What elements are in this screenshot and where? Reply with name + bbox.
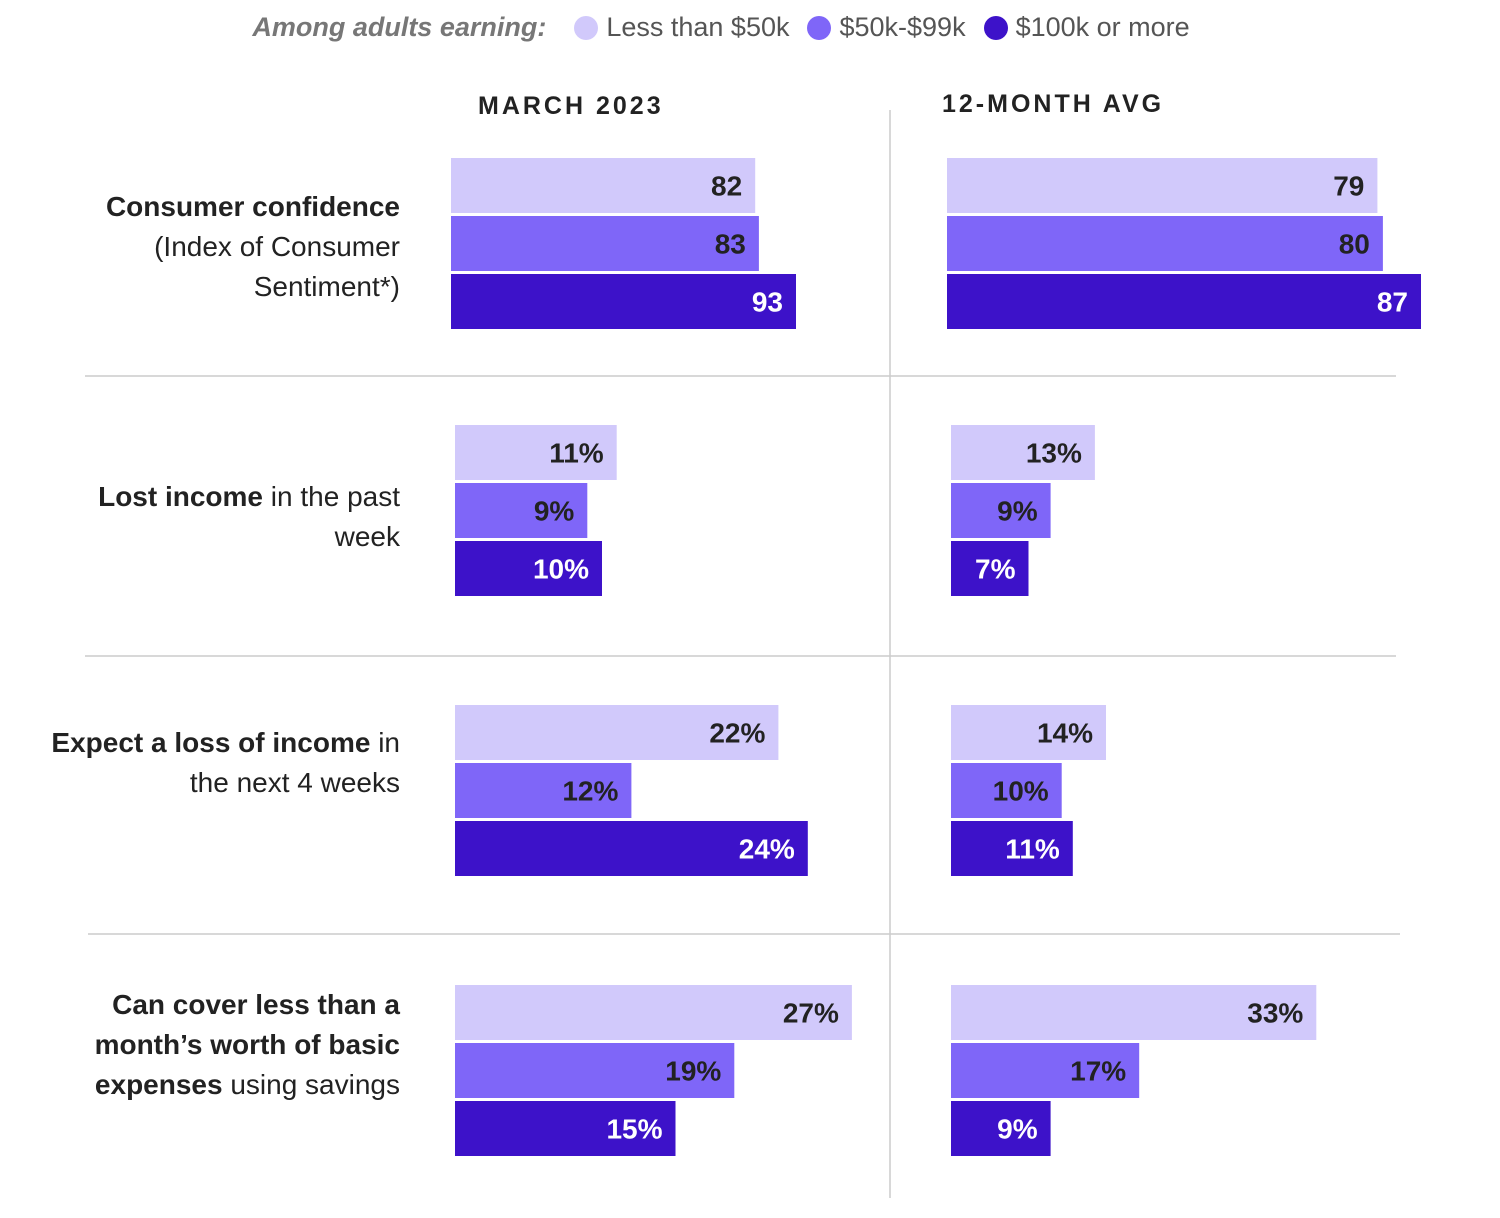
- row-label-expect-loss: Expect a loss of income in the next 4 we…: [40, 723, 400, 803]
- bar-value-label: 13%: [1026, 438, 1082, 469]
- legend-swatch-100k-plus: [983, 15, 1008, 40]
- bar-value-label: 9%: [997, 496, 1038, 527]
- bar-100k-plus: [947, 274, 1421, 329]
- bar-value-label: 9%: [997, 1114, 1038, 1145]
- row-label-bold: Lost income: [98, 481, 264, 512]
- row-label-bold: Can cover less than a month’s worth of b…: [94, 989, 400, 1100]
- column-title-march-2023: MARCH 2023: [478, 92, 664, 120]
- bar-50k-99k: [951, 483, 1051, 538]
- bar-50k-99k: [455, 483, 588, 538]
- column-title-12-month-avg: 12-MONTH AVG: [942, 90, 1165, 118]
- row-label-bold: Consumer confidence: [105, 191, 400, 222]
- legend-item-under-50k: Less than $50k: [574, 12, 789, 43]
- row-label-rest: in the past week: [263, 481, 400, 552]
- bar-under-50k: [951, 705, 1106, 760]
- bar-value-label: 17%: [1070, 1056, 1126, 1087]
- bar-100k-plus: [451, 274, 796, 329]
- bar-100k-plus: [455, 541, 602, 596]
- bar-value-label: 10%: [533, 554, 589, 585]
- bar-100k-plus: [951, 541, 1029, 596]
- bar-value-label: 79: [1333, 171, 1364, 202]
- legend-title: Among adults earning:: [252, 12, 547, 42]
- legend-label-under-50k: Less than $50k: [606, 12, 790, 42]
- bar-100k-plus: [951, 821, 1073, 876]
- row-label-consumer-confidence: Consumer confidence (Index of Consumer S…: [40, 187, 400, 307]
- bar-under-50k: [455, 985, 852, 1040]
- bar-value-label: 14%: [1037, 718, 1093, 749]
- legend-label-100k-plus: $100k or more: [1015, 12, 1190, 42]
- bar-50k-99k: [451, 216, 759, 271]
- bar-value-label: 12%: [562, 776, 618, 807]
- bar-50k-99k: [947, 216, 1383, 271]
- legend-swatch-under-50k: [574, 15, 599, 40]
- bar-50k-99k: [951, 1043, 1140, 1098]
- bar-value-label: 10%: [993, 776, 1049, 807]
- bar-100k-plus: [455, 821, 808, 876]
- row-label-rest: using savings: [222, 1069, 400, 1100]
- bar-value-label: 19%: [665, 1056, 721, 1087]
- bar-value-label: 87: [1377, 287, 1408, 318]
- bar-value-label: 82: [711, 171, 742, 202]
- row-label-bold: Expect a loss of income: [51, 727, 371, 758]
- bar-50k-99k: [951, 763, 1062, 818]
- row-label-rest: in the next 4 weeks: [189, 727, 400, 798]
- bar-value-label: 93: [752, 287, 783, 318]
- bar-under-50k: [951, 425, 1095, 480]
- bar-under-50k: [951, 985, 1317, 1040]
- bar-value-label: 27%: [783, 998, 839, 1029]
- bar-value-label: 80: [1339, 229, 1370, 260]
- row-label-lost-income: Lost income in the past week: [40, 477, 400, 557]
- bar-value-label: 24%: [739, 834, 795, 865]
- bar-value-label: 15%: [606, 1114, 662, 1145]
- bar-100k-plus: [951, 1101, 1051, 1156]
- legend-swatch-50k-99k: [807, 15, 832, 40]
- legend-item-100k-plus: $100k or more: [983, 12, 1190, 43]
- legend: Among adults earning: Less than $50k $50…: [0, 12, 1460, 43]
- bar-100k-plus: [455, 1101, 676, 1156]
- row-label-rest: (Index of Consumer Sentiment*): [154, 231, 400, 302]
- bar-value-label: 83: [715, 229, 746, 260]
- bar-under-50k: [455, 705, 779, 760]
- row-label-cover-expenses: Can cover less than a month’s worth of b…: [40, 985, 400, 1105]
- bar-under-50k: [947, 158, 1378, 213]
- bar-value-label: 33%: [1247, 998, 1303, 1029]
- bar-50k-99k: [455, 1043, 735, 1098]
- legend-item-50k-99k: $50k-$99k: [807, 12, 966, 43]
- bar-value-label: 11%: [1005, 834, 1060, 865]
- bar-value-label: 9%: [534, 496, 575, 527]
- bar-50k-99k: [455, 763, 632, 818]
- bar-value-label: 22%: [709, 718, 765, 749]
- bar-under-50k: [455, 425, 617, 480]
- bar-value-label: 7%: [975, 554, 1016, 585]
- bar-value-label: 11%: [549, 438, 604, 469]
- bar-under-50k: [451, 158, 756, 213]
- legend-label-50k-99k: $50k-$99k: [839, 12, 966, 42]
